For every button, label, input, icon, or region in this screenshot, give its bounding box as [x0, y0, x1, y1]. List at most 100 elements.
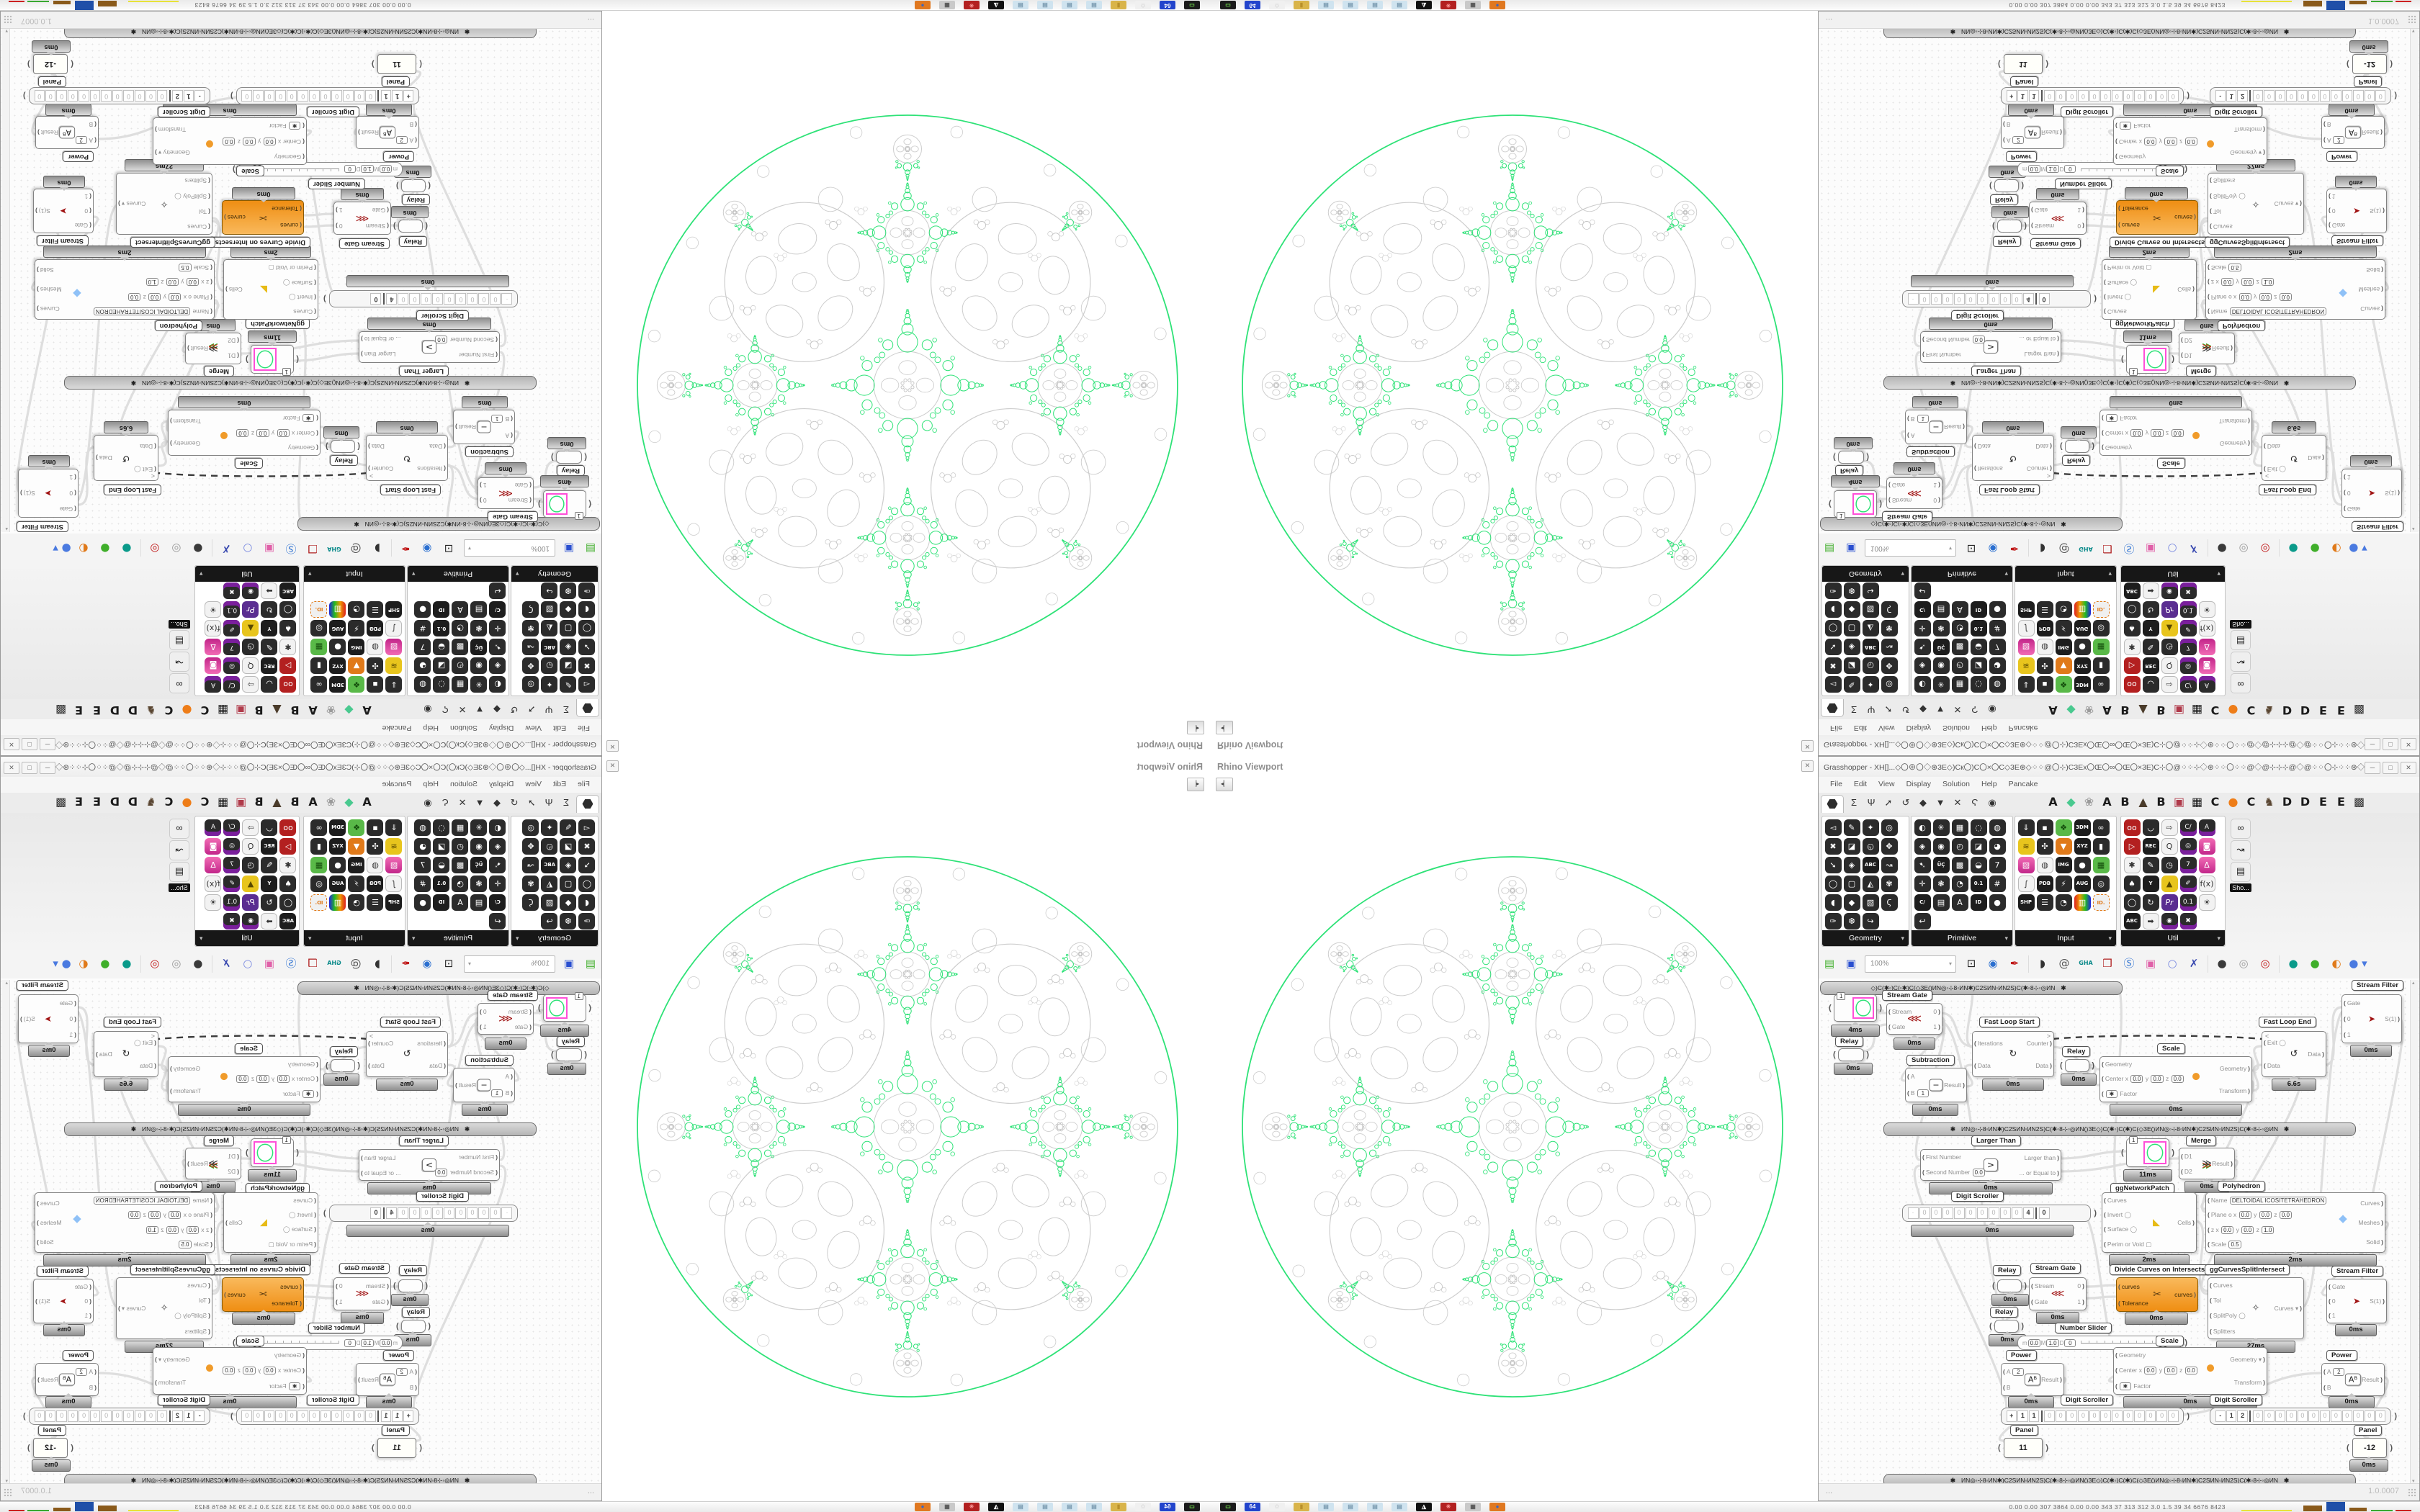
component-tag[interactable]: Digit Scroller	[2061, 107, 2114, 117]
output-port[interactable]: )	[2187, 1412, 2190, 1421]
scroller-digit[interactable]: 0	[342, 90, 354, 102]
input-port[interactable]: (	[419, 1444, 422, 1452]
scroller-digit[interactable]: 0	[2038, 293, 2050, 305]
input-port[interactable]: (	[2102, 1075, 2104, 1082]
node-digit-scroller-2[interactable]: +1 1 0 0 0 0 0 0 0 0 0 0 0 0)	[230, 87, 419, 104]
viewport-collapse-button[interactable]: ◂▏	[1187, 778, 1204, 791]
value-box[interactable]: 0.0	[2259, 292, 2272, 301]
output-port[interactable]: )	[551, 1050, 554, 1059]
component-tag[interactable]: Panel	[37, 76, 66, 87]
output-port[interactable]: )	[1938, 497, 1940, 505]
scroller-digit[interactable]: 0	[45, 90, 56, 102]
palette-icon[interactable]: ◎	[1881, 819, 1898, 836]
output-port[interactable]: )	[393, 222, 396, 230]
palette-icon[interactable]: f(x)	[2198, 875, 2215, 892]
input-port[interactable]: (	[444, 443, 446, 451]
component-tag[interactable]: Fast Loop End	[2259, 485, 2316, 495]
scroller-digit[interactable]: 0	[101, 90, 112, 102]
disabled-gear-icon[interactable]: ✿	[1269, 1503, 1285, 1511]
input-port[interactable]: (	[314, 294, 316, 302]
scroller-digit[interactable]: 0	[123, 90, 134, 102]
value-box[interactable]: 0.0	[256, 429, 269, 437]
value-box[interactable]: ✱	[289, 1382, 301, 1390]
node-relay-3[interactable]: ()	[1992, 220, 2027, 233]
sphere-blue-icon[interactable]: ● ▾	[2349, 957, 2367, 970]
input-port[interactable]: (	[2323, 120, 2326, 128]
notepad-icon[interactable]: ▤	[1062, 1, 1077, 9]
component-tag[interactable]: Scale	[236, 1336, 264, 1346]
output-port[interactable]: )	[372, 60, 375, 68]
value-box[interactable]: 0.0	[2130, 429, 2143, 437]
component-tag[interactable]: Power	[2006, 1350, 2037, 1361]
value-box[interactable]: 2	[75, 1367, 87, 1376]
output-port[interactable]: )	[2060, 1376, 2062, 1383]
component-tag[interactable]: Stream Filter	[36, 235, 89, 246]
node-relay-3[interactable]: ()	[393, 220, 428, 233]
input-port[interactable]: (	[154, 443, 156, 451]
scroller-digit[interactable]: 0	[2375, 1410, 2386, 1422]
output-port[interactable]: )	[1938, 482, 1940, 490]
ribbon-plugin-tab[interactable]: ♞	[2264, 795, 2275, 809]
component-tag[interactable]: Stream Gate	[339, 238, 390, 249]
palette-icon[interactable]: ◖	[1824, 894, 1842, 911]
palette-icon[interactable]: ▪	[2036, 819, 2053, 836]
value-box[interactable]: 1	[574, 992, 583, 1000]
rings-icon[interactable]: ◎	[2238, 957, 2249, 970]
component-tag[interactable]: Divide Curves on Intersects	[2110, 1264, 2210, 1275]
scroller-digit[interactable]: ·	[1907, 1207, 1919, 1219]
input-port[interactable]: (	[2208, 1196, 2210, 1204]
resize-grip-icon[interactable]	[2408, 15, 2416, 24]
value-box[interactable]: 0.0	[2151, 1075, 2164, 1083]
input-port[interactable]: (	[2210, 1297, 2212, 1305]
component-tag[interactable]: Power	[63, 1350, 94, 1361]
palette-icon[interactable]: ◙	[2198, 837, 2215, 855]
node-panel-2[interactable]: -12()	[27, 1438, 73, 1458]
input-port[interactable]: (	[1989, 181, 1992, 190]
scroller-digit[interactable]: +	[403, 1410, 414, 1422]
shortcut-icon[interactable]: ↝	[2231, 840, 2251, 860]
scroller-digit[interactable]: 0	[2089, 90, 2100, 102]
input-port[interactable]: (	[2329, 193, 2331, 200]
component-tag[interactable]: Subtraction	[465, 1055, 514, 1066]
palette-icon[interactable]: ✥	[1881, 837, 1898, 855]
canvas-scrollbar[interactable]	[2410, 28, 2419, 532]
close-icon[interactable]: ✕	[2401, 762, 2416, 774]
component-tag[interactable]: Relay	[1993, 236, 2022, 247]
scroller-digit[interactable]: 0	[2341, 1410, 2353, 1422]
scroller-digit[interactable]: 0	[2375, 90, 2386, 102]
input-port[interactable]: (	[2210, 1282, 2212, 1290]
component-tag[interactable]: Stream Gate	[339, 1263, 390, 1274]
canvas-scrollbar[interactable]	[2410, 980, 2419, 1484]
input-port[interactable]: (	[210, 1241, 212, 1248]
component-tag[interactable]: Digit Scroller	[2210, 1395, 2263, 1405]
input-port[interactable]: (	[2344, 505, 2346, 513]
scroller-digit[interactable]: 4	[2022, 1207, 2034, 1219]
annotate-icon[interactable]: @	[2058, 957, 2070, 970]
palette-icon[interactable]: ID.	[2092, 894, 2110, 911]
value-box[interactable]: DELTOIDAL ICOSITETRAHEDRON	[2229, 1196, 2327, 1205]
node-polyhedron[interactable]: (Name DELTOIDAL ICOSITETRAHEDRON(Plane o…	[35, 1192, 215, 1253]
output-port[interactable]: )	[2380, 129, 2383, 136]
input-port[interactable]: (	[2102, 415, 2104, 422]
input-port[interactable]: (	[2208, 293, 2210, 301]
component-tag[interactable]: Panel	[2354, 1425, 2383, 1436]
node-digit-scroller-1[interactable]: · 0 0 0 0 0 0 0 0 0 4 0)	[1902, 1205, 2097, 1222]
palette-icon[interactable]: ◈	[1843, 856, 1860, 873]
input-port[interactable]: (	[387, 1282, 389, 1290]
input-port[interactable]: (	[2210, 1311, 2212, 1319]
output-port[interactable]: )	[480, 1007, 482, 1015]
palette-icon[interactable]: ◉	[2161, 912, 2178, 930]
output-port[interactable]: )	[2082, 207, 2084, 214]
output-port[interactable]: )	[224, 214, 226, 221]
group-label-bar[interactable]: ◇)С(✱◦)С(◦✱)С(◇ЗЕ()ИΝ◎◦⊹8◦ИΝ✱)С2SИΝ◦ИΝ2S…	[1820, 981, 2123, 995]
value-box[interactable]: 0.0	[2130, 1075, 2143, 1083]
node-relay-2[interactable]: ()	[2060, 1059, 2094, 1072]
scroller-digit[interactable]: 0	[2111, 1410, 2123, 1422]
scroller-digit[interactable]: 2	[2237, 90, 2248, 102]
output-port[interactable]: )	[2060, 129, 2062, 136]
scroller-digit[interactable]: 0	[2286, 1410, 2297, 1422]
